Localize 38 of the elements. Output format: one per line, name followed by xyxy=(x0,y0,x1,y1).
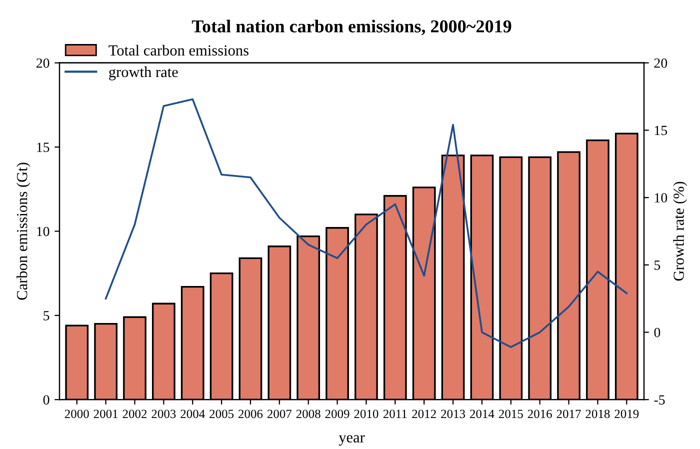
y-tick-label: 0 xyxy=(43,395,50,405)
line-series xyxy=(104,98,628,348)
y2-tick-label: -5 xyxy=(654,395,665,405)
x-tick-label: 2003 xyxy=(152,410,176,418)
y-tick-label: 10 xyxy=(37,226,50,236)
y2-tick-label: 15 xyxy=(654,126,668,136)
y-tick-label: 15 xyxy=(37,142,50,152)
x-tick-label: 2014 xyxy=(470,410,494,418)
y2-axis-title: Growth rate (%) xyxy=(673,182,688,281)
x-tick-label: 2015 xyxy=(498,410,523,418)
x-tick-label: 2009 xyxy=(325,410,350,418)
x-tick-label: 2016 xyxy=(528,410,552,418)
legend-label: Total carbon emissions xyxy=(108,44,248,56)
legend-label: growth rate xyxy=(109,66,178,80)
x-tick-label: 2000 xyxy=(64,410,89,418)
x-axis-title: year xyxy=(338,435,365,446)
x-tick-label: 2001 xyxy=(94,410,118,418)
x-tick-label: 2017 xyxy=(556,410,581,418)
x-tick-label: 2012 xyxy=(412,410,436,418)
x-tick-label: 2008 xyxy=(296,410,320,418)
x-tick-label: 2005 xyxy=(210,410,234,418)
x-tick-label: 2018 xyxy=(586,410,610,418)
y2-tick-label: 5 xyxy=(654,260,660,270)
x-tick-label: 2007 xyxy=(267,410,292,418)
y-tick-label: 20 xyxy=(36,58,50,68)
y2-tick-label: 0 xyxy=(654,328,660,338)
x-tick-label: 2006 xyxy=(238,410,263,418)
y-axis-title: Carbon emissions (Gt) xyxy=(16,162,30,300)
x-tick-label: 2002 xyxy=(122,410,147,418)
y-tick-label: 5 xyxy=(44,311,50,320)
x-tick-label: 2019 xyxy=(614,410,639,418)
y2-tick-label: 10 xyxy=(654,193,668,203)
x-tick-label: 2004 xyxy=(180,410,205,418)
y2-tick-label: 20 xyxy=(654,58,668,68)
x-tick-label: 2013 xyxy=(441,410,466,418)
chart-title: Total nation carbon emissions, 2000~2019 xyxy=(192,20,512,36)
x-tick-label: 2010 xyxy=(354,410,378,418)
x-tick-label: 2011 xyxy=(383,410,407,418)
